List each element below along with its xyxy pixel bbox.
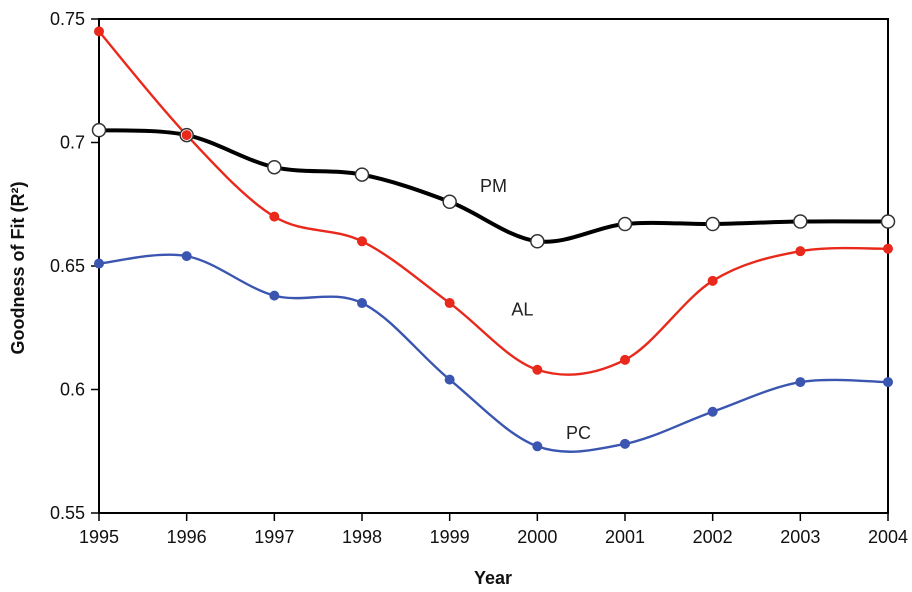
point-pc-2000	[532, 441, 543, 452]
x-tick-label-1995: 1995	[79, 527, 119, 547]
point-pm-1999	[442, 194, 457, 210]
point-al-1995	[94, 26, 104, 37]
point-pc-2001	[620, 438, 630, 449]
series-label-pc: PC	[566, 423, 591, 443]
x-tick-label-2002: 2002	[693, 527, 733, 547]
point-pc-1995	[94, 258, 104, 269]
point-pm-1995	[91, 122, 107, 138]
x-axis-ticks: 1995 1996 1997 1998 1999 2000 2001 2002 2003 2004	[79, 513, 908, 547]
y-tick-label-0-75: 0.75	[50, 9, 85, 29]
point-pm-1998	[354, 167, 370, 182]
point-pm-2003	[793, 214, 808, 229]
y-tick-label-0-55: 0.55	[50, 503, 85, 523]
point-al-1997	[269, 211, 280, 222]
x-axis-title: Year	[474, 568, 512, 588]
point-pc-1996	[181, 251, 192, 262]
point-pc-2003	[795, 377, 806, 388]
point-al-2003	[795, 246, 806, 257]
y-tick-label-0-7: 0.7	[60, 133, 85, 153]
x-tick-label-2001: 2001	[605, 527, 645, 547]
point-al-1998	[357, 236, 367, 247]
series-line-pc	[98, 253, 889, 453]
y-tick-label-0-6: 0.6	[60, 380, 85, 400]
point-al-2004	[883, 243, 893, 254]
point-al-1996	[181, 130, 192, 141]
x-tick-label-1998: 1998	[342, 527, 382, 547]
point-pm-1997	[267, 159, 282, 175]
y-tick-label-0-65: 0.65	[50, 256, 85, 276]
series-labels: PM AL PC	[480, 176, 591, 443]
x-tick-label-1997: 1997	[254, 527, 294, 547]
x-tick-label-2003: 2003	[780, 527, 820, 547]
series-line-al	[98, 30, 889, 376]
point-pm-2004	[880, 214, 896, 229]
y-axis-title: Goodness of Fit (R²)	[8, 182, 28, 355]
point-pm-2002	[705, 216, 720, 232]
series-lines	[98, 30, 889, 453]
y-axis-ticks: 0.55 0.6 0.65 0.7 0.75	[50, 9, 99, 523]
point-al-2001	[620, 354, 630, 365]
series-label-pm: PM	[480, 176, 507, 196]
point-pm-2000	[530, 234, 545, 249]
plot-frame	[98, 18, 889, 514]
series-markers	[91, 26, 896, 452]
point-pc-2004	[883, 377, 893, 388]
x-tick-label-2004: 2004	[868, 527, 908, 547]
point-al-2002	[707, 275, 718, 286]
point-al-2000	[532, 364, 543, 375]
point-pc-1998	[357, 298, 367, 309]
series-label-al: AL	[511, 299, 533, 319]
point-al-1999	[444, 298, 455, 309]
point-pc-2002	[707, 406, 718, 417]
x-tick-label-1999: 1999	[430, 527, 470, 547]
point-pm-2001	[617, 216, 633, 232]
point-pc-1999	[444, 374, 455, 385]
point-pc-1997	[269, 290, 280, 301]
series-line-pm	[98, 128, 889, 244]
x-tick-label-1996: 1996	[167, 527, 207, 547]
x-tick-label-2000: 2000	[517, 527, 557, 547]
